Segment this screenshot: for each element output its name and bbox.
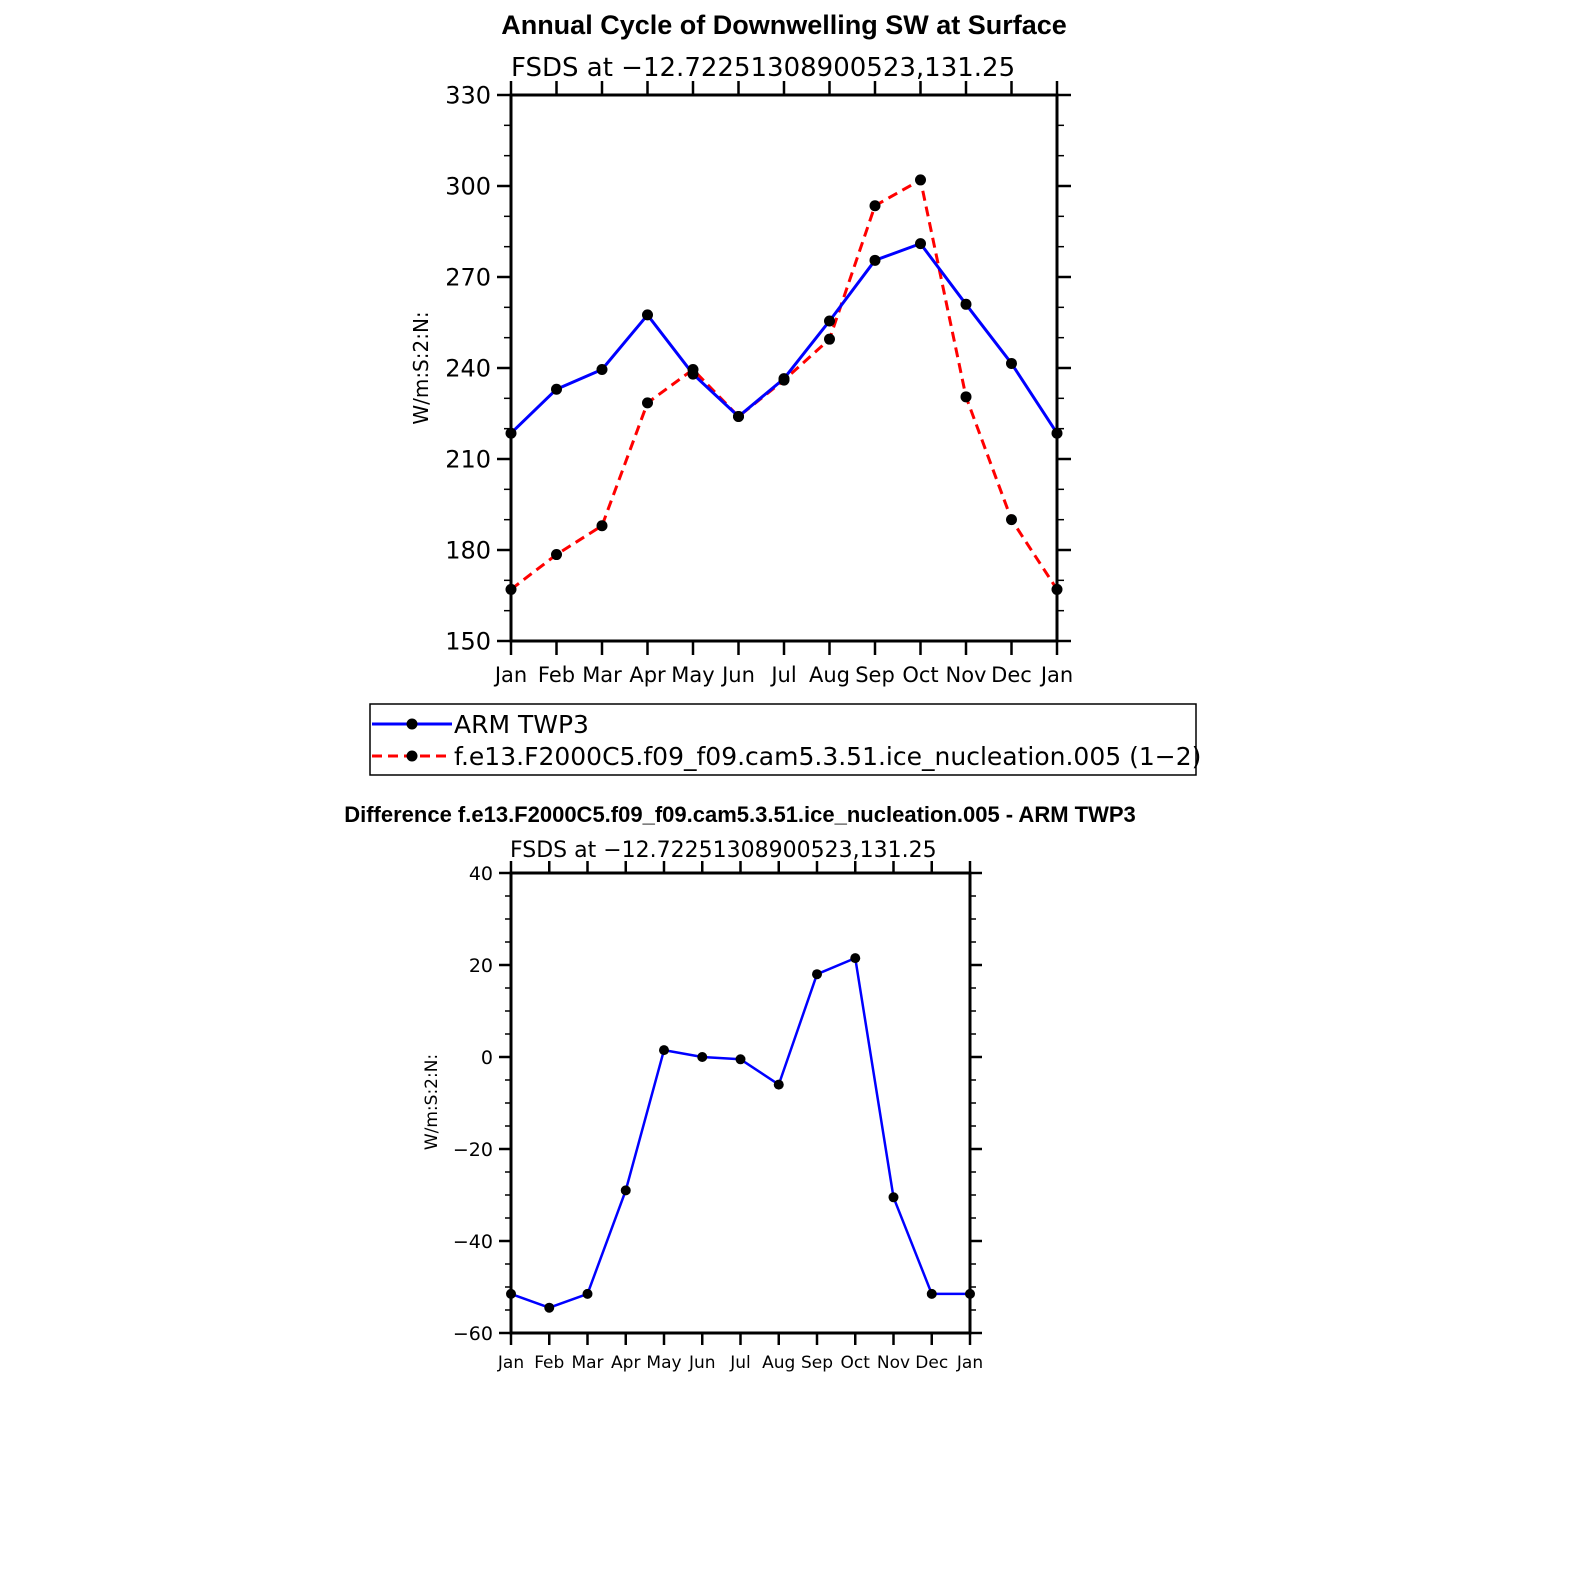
legend-box bbox=[369, 703, 1197, 776]
chart1-series-0-point bbox=[1006, 357, 1017, 369]
chart1-series-1-point bbox=[505, 583, 517, 595]
chart1-ylabel: W/m:S:2:N: bbox=[409, 311, 433, 424]
chart1-xtick-label: Jan bbox=[1039, 663, 1073, 687]
chart1-series-0-point bbox=[596, 364, 608, 376]
legend: ARM TWP3 f.e13.F2000C5.f09_f09.cam5.3.51… bbox=[369, 703, 1201, 776]
chart1-series-0-point bbox=[1051, 427, 1063, 439]
chart2-xtick-label: Sep bbox=[801, 1353, 833, 1373]
chart2-series-0-point bbox=[926, 1288, 937, 1299]
chart1-series-1-point bbox=[551, 549, 562, 561]
chart1-ytick-label: 180 bbox=[445, 537, 491, 565]
chart1-title: Annual Cycle of Downwelling SW at Surfac… bbox=[501, 10, 1067, 40]
chart2-series-0-point bbox=[544, 1302, 555, 1313]
chart2-xtick-label: Nov bbox=[877, 1353, 910, 1373]
chart2-xtick-label: Aug bbox=[762, 1353, 795, 1373]
chart1-series-0-point bbox=[869, 254, 881, 266]
chart2-series-0-point bbox=[965, 1288, 975, 1299]
chart2-frame bbox=[509, 871, 972, 1335]
chart1-xtick-label: May bbox=[671, 663, 714, 687]
chart1-xtick-label: Nov bbox=[946, 663, 987, 687]
chart2-title: Difference f.e13.F2000C5.f09_f09.cam5.3.… bbox=[344, 802, 1136, 827]
chart1-ytick-label: 330 bbox=[445, 82, 491, 110]
chart1-ytick-label: 210 bbox=[445, 446, 491, 474]
chart1-series-0-point bbox=[551, 383, 562, 395]
chart1-subtitle: FSDS at −12.72251308900523,131.25 bbox=[511, 53, 1015, 83]
chart1-xtick-label: Oct bbox=[902, 663, 938, 687]
chart1-series-0-point bbox=[505, 427, 517, 439]
chart2-series-0-point bbox=[888, 1192, 899, 1203]
chart1-series-0-point bbox=[915, 238, 926, 250]
legend-entry-arm: ARM TWP3 bbox=[372, 710, 589, 739]
chart1-xtick-label: Jul bbox=[769, 663, 796, 687]
chart1-series-0-point bbox=[687, 368, 699, 380]
chart2-series-0-point bbox=[850, 953, 861, 964]
chart2-series-0-point bbox=[506, 1288, 516, 1299]
chart1-ytick-label: 240 bbox=[445, 355, 491, 383]
chart2-series-0-line bbox=[510, 956, 970, 1309]
chart1-xtick-label: Jan bbox=[493, 663, 527, 687]
chart1-xtick-label: Apr bbox=[629, 663, 666, 687]
chart1-xtick-label: Dec bbox=[991, 663, 1032, 687]
chart2-xtick-label: Oct bbox=[841, 1353, 871, 1373]
chart2-ytick-label: −60 bbox=[453, 1323, 493, 1345]
legend-label-arm: ARM TWP3 bbox=[454, 710, 589, 739]
legend-marker-model bbox=[406, 750, 418, 762]
chart2-series-0-point bbox=[697, 1052, 708, 1062]
chart1-series-1-point bbox=[596, 520, 608, 532]
chart2-ytick-label: 0 bbox=[481, 1047, 493, 1069]
chart1-series-0-point bbox=[824, 315, 835, 327]
chart1-series-0-point bbox=[960, 298, 972, 310]
chart2-series-0-point bbox=[812, 969, 822, 980]
chart2-ytick-label: −20 bbox=[453, 1139, 493, 1161]
chart1-series-1-point bbox=[1051, 583, 1063, 595]
chart2-ytick-label: 40 bbox=[469, 863, 493, 885]
legend-marker-arm bbox=[406, 718, 418, 730]
legend-label-model: f.e13.F2000C5.f09_f09.cam5.3.51.ice_nucl… bbox=[454, 742, 1201, 771]
chart1-series-0-point bbox=[642, 309, 653, 321]
chart1-series-1-point bbox=[915, 174, 926, 186]
chart2-xtick-label: Feb bbox=[534, 1353, 564, 1373]
chart2-series-0-point bbox=[735, 1054, 746, 1065]
chart2-series-0-point bbox=[620, 1185, 631, 1196]
chart1-series-0-point bbox=[733, 411, 744, 423]
annual-cycle-chart: Annual Cycle of Downwelling SW at Surfac… bbox=[409, 10, 1073, 687]
chart1-series-0-line bbox=[509, 242, 1059, 435]
chart2-xtick-label: Jan bbox=[497, 1353, 524, 1373]
chart1-frame bbox=[509, 93, 1059, 643]
chart1-series-1-point bbox=[824, 333, 835, 345]
chart2-xtick-label: Apr bbox=[611, 1353, 640, 1373]
chart1-ytick-label: 150 bbox=[445, 628, 491, 656]
chart2-series-0-point bbox=[582, 1288, 593, 1299]
chart1-series-1-point bbox=[1006, 514, 1017, 526]
chart1-xtick-label: Jun bbox=[720, 663, 755, 687]
chart2-ylabel: W/m:S:2:N: bbox=[422, 1054, 442, 1150]
chart1-xtick-label: Aug bbox=[809, 663, 850, 687]
chart2-xtick-label: Dec bbox=[915, 1353, 948, 1373]
legend-entry-model: f.e13.F2000C5.f09_f09.cam5.3.51.ice_nucl… bbox=[372, 742, 1201, 771]
chart1-series-1-point bbox=[869, 200, 881, 212]
chart2-xtick-label: Mar bbox=[571, 1353, 603, 1373]
chart1-series-1-point bbox=[642, 397, 653, 409]
chart1-ytick-label: 300 bbox=[445, 173, 491, 201]
chart1-series-0-point bbox=[778, 373, 790, 385]
chart2-xtick-label: Jun bbox=[688, 1353, 716, 1373]
chart2-series-0-point bbox=[773, 1079, 784, 1090]
chart1-xtick-label: Sep bbox=[855, 663, 895, 687]
chart1-ytick-label: 270 bbox=[445, 264, 491, 292]
chart2-xtick-label: Jan bbox=[956, 1353, 983, 1373]
chart2-ytick-label: −40 bbox=[453, 1231, 493, 1253]
chart1-series-1-point bbox=[960, 391, 972, 403]
chart1-xtick-label: Mar bbox=[582, 663, 622, 687]
chart2-series-0-point bbox=[659, 1045, 669, 1056]
difference-chart: Difference f.e13.F2000C5.f09_f09.cam5.3.… bbox=[344, 802, 1136, 1373]
chart2-xtick-label: Jul bbox=[729, 1353, 751, 1373]
chart1-plot-area: Jan Feb Mar Apr May Jun Jul Aug Sep Oct Nov Dec Jan1… bbox=[445, 81, 1073, 687]
chart2-plot-area: Jan Feb Mar Apr May Jun Jul Aug Sep Oct Nov Dec Jan−… bbox=[453, 861, 983, 1373]
chart2-xtick-label: May bbox=[646, 1353, 681, 1373]
chart2-subtitle: FSDS at −12.72251308900523,131.25 bbox=[510, 838, 937, 863]
chart2-ytick-label: 20 bbox=[469, 955, 493, 977]
chart1-xtick-label: Feb bbox=[538, 663, 575, 687]
